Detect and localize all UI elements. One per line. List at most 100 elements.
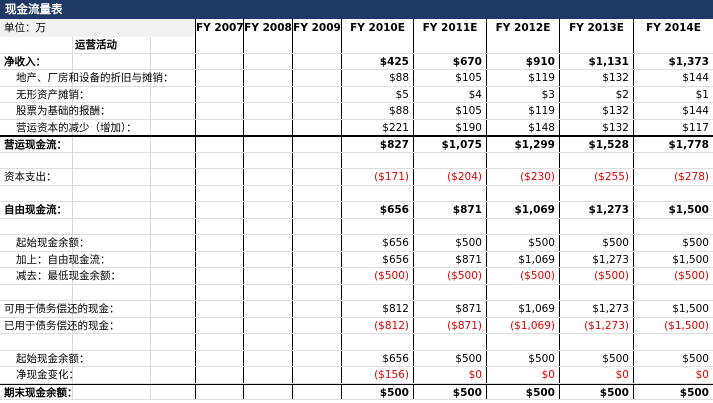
value-cell[interactable]: $656: [341, 235, 413, 251]
value-cell[interactable]: [243, 86, 292, 102]
value-cell[interactable]: $1,069: [486, 301, 559, 317]
value-cell[interactable]: $0: [559, 367, 633, 383]
value-cell[interactable]: $500: [413, 235, 486, 251]
value-cell[interactable]: $132: [559, 103, 633, 119]
row-label[interactable]: 已用于债务偿还的现金：: [4, 319, 120, 332]
value-cell[interactable]: [486, 284, 559, 300]
value-cell[interactable]: $1,131: [559, 53, 633, 69]
value-cell[interactable]: [243, 119, 292, 135]
value-cell[interactable]: $88: [341, 103, 413, 119]
value-cell[interactable]: $500: [486, 384, 559, 399]
value-cell[interactable]: [292, 103, 341, 119]
value-cell[interactable]: [243, 317, 292, 333]
value-cell[interactable]: [292, 169, 341, 185]
value-cell[interactable]: [559, 218, 633, 234]
value-cell[interactable]: ($500): [559, 268, 633, 284]
value-cell[interactable]: [243, 185, 292, 201]
value-cell[interactable]: [559, 334, 633, 350]
value-cell[interactable]: [413, 334, 486, 350]
column-header[interactable]: FY 2014E: [633, 19, 713, 37]
value-cell[interactable]: ($500): [341, 268, 413, 284]
value-cell[interactable]: $1,500: [633, 202, 713, 218]
value-cell[interactable]: [559, 152, 633, 168]
value-cell[interactable]: $1,069: [486, 251, 559, 267]
value-cell[interactable]: $1,075: [413, 137, 486, 152]
value-cell[interactable]: $221: [341, 119, 413, 135]
value-cell[interactable]: $3: [486, 86, 559, 102]
value-cell[interactable]: [243, 235, 292, 251]
value-cell[interactable]: $190: [413, 119, 486, 135]
value-cell[interactable]: $425: [341, 53, 413, 69]
value-cell[interactable]: $1,273: [559, 301, 633, 317]
value-cell[interactable]: $500: [559, 384, 633, 399]
column-header[interactable]: FY 2008: [243, 19, 292, 37]
value-cell[interactable]: [559, 37, 633, 53]
value-cell[interactable]: [292, 119, 341, 135]
value-cell[interactable]: ($1,500): [633, 317, 713, 333]
column-header[interactable]: FY 2013E: [559, 19, 633, 37]
value-cell[interactable]: $910: [486, 53, 559, 69]
value-cell[interactable]: ($812): [341, 317, 413, 333]
value-cell[interactable]: $144: [633, 70, 713, 86]
value-cell[interactable]: [292, 317, 341, 333]
value-cell[interactable]: [292, 152, 341, 168]
value-cell[interactable]: $1,373: [633, 53, 713, 69]
value-cell[interactable]: $1,299: [486, 137, 559, 152]
value-cell[interactable]: [633, 218, 713, 234]
value-cell[interactable]: [195, 317, 243, 333]
value-cell[interactable]: [195, 152, 243, 168]
value-cell[interactable]: [413, 152, 486, 168]
value-cell[interactable]: [243, 169, 292, 185]
value-cell[interactable]: [292, 334, 341, 350]
value-cell[interactable]: $670: [413, 53, 486, 69]
value-cell[interactable]: $500: [559, 350, 633, 366]
value-cell[interactable]: ($230): [486, 169, 559, 185]
row-label[interactable]: 加上：自由现金流：: [16, 253, 111, 266]
value-cell[interactable]: [292, 268, 341, 284]
value-cell[interactable]: [292, 185, 341, 201]
row-label[interactable]: 自由现金流：: [4, 204, 67, 216]
row-label[interactable]: 地产、厂房和设备的折旧与摊销：: [16, 72, 174, 84]
value-cell[interactable]: $500: [413, 350, 486, 366]
value-cell[interactable]: [341, 185, 413, 201]
value-cell[interactable]: [292, 251, 341, 267]
value-cell[interactable]: [195, 350, 243, 366]
value-cell[interactable]: ($500): [633, 268, 713, 284]
value-cell[interactable]: [195, 169, 243, 185]
value-cell[interactable]: $656: [341, 202, 413, 218]
row-label[interactable]: 期末现金余额：: [4, 386, 78, 399]
value-cell[interactable]: ($255): [559, 169, 633, 185]
value-cell[interactable]: [633, 334, 713, 350]
value-cell[interactable]: [486, 37, 559, 53]
value-cell[interactable]: [486, 218, 559, 234]
value-cell[interactable]: [195, 284, 243, 300]
value-cell[interactable]: $656: [341, 251, 413, 267]
row-label[interactable]: 股票为基础的报酬：: [16, 105, 111, 117]
row-label[interactable]: 营运现金流：: [4, 139, 67, 151]
value-cell[interactable]: [486, 185, 559, 201]
value-cell[interactable]: [195, 384, 243, 399]
value-cell[interactable]: [243, 70, 292, 86]
row-label[interactable]: 净收入：: [4, 55, 46, 68]
value-cell[interactable]: $500: [559, 235, 633, 251]
value-cell[interactable]: [341, 334, 413, 350]
value-cell[interactable]: [195, 218, 243, 234]
value-cell[interactable]: [243, 350, 292, 366]
value-cell[interactable]: [633, 185, 713, 201]
column-header[interactable]: FY 2012E: [486, 19, 559, 37]
row-label[interactable]: 起始现金余额：: [16, 352, 90, 365]
value-cell[interactable]: [243, 268, 292, 284]
value-cell[interactable]: [195, 202, 243, 218]
value-cell[interactable]: $1,273: [559, 202, 633, 218]
value-cell[interactable]: [292, 70, 341, 86]
value-cell[interactable]: $117: [633, 119, 713, 135]
value-cell[interactable]: [195, 334, 243, 350]
value-cell[interactable]: $148: [486, 119, 559, 135]
value-cell[interactable]: [195, 301, 243, 317]
value-cell[interactable]: [292, 284, 341, 300]
value-cell[interactable]: $1,528: [559, 137, 633, 152]
value-cell[interactable]: [195, 235, 243, 251]
value-cell[interactable]: [243, 37, 292, 53]
value-cell[interactable]: $0: [486, 367, 559, 383]
value-cell[interactable]: ($171): [341, 169, 413, 185]
